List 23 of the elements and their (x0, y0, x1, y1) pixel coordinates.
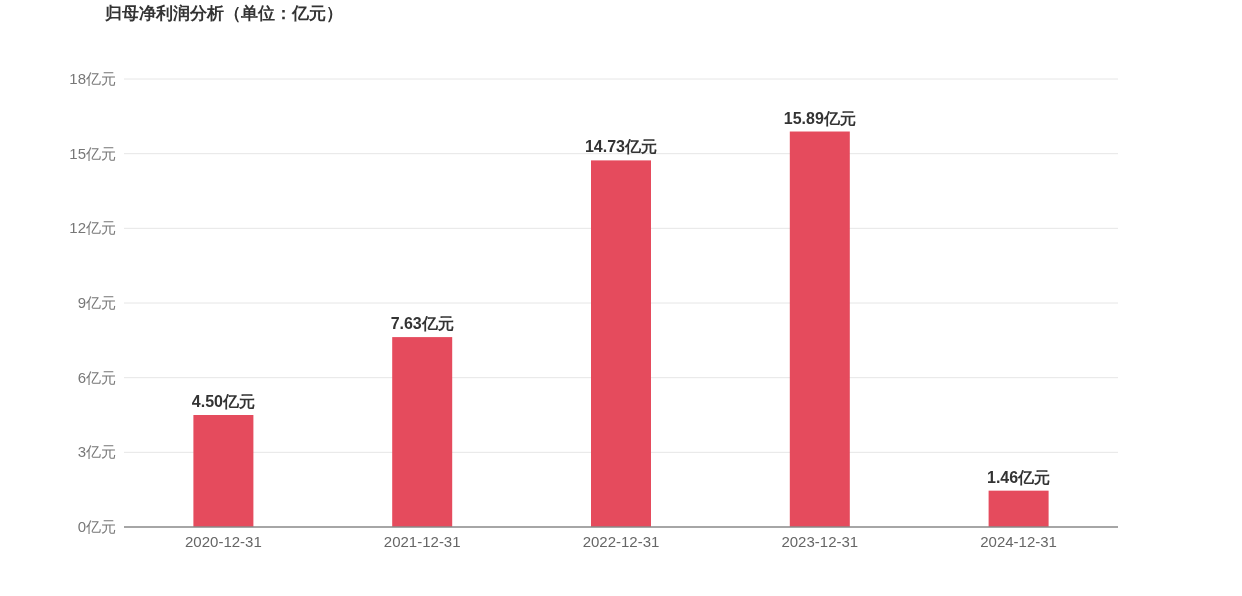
y-tick-label: 18亿元 (69, 70, 116, 87)
x-tick-label: 2022-12-31 (582, 533, 660, 550)
y-tick-label: 9亿元 (77, 294, 116, 311)
data-label: 1.46亿元 (987, 468, 1051, 486)
x-tick-label: 2021-12-31 (383, 533, 461, 550)
chart-title: 归母净利润分析（单位：亿元） (104, 4, 343, 23)
bar (591, 160, 651, 527)
bar (193, 415, 254, 527)
data-label: 4.50亿元 (191, 393, 255, 410)
bar (988, 490, 1049, 527)
y-tick-label: 0亿元 (77, 518, 116, 535)
y-tick-label: 12亿元 (69, 219, 116, 237)
data-label: 7.63亿元 (390, 315, 454, 333)
data-label: 15.89亿元 (783, 109, 856, 127)
y-tick-label: 6亿元 (77, 368, 116, 386)
x-tick-label: 2023-12-31 (781, 533, 859, 550)
bar (392, 337, 453, 527)
data-label: 14.73亿元 (584, 138, 658, 156)
y-tick-label: 15亿元 (69, 144, 116, 162)
y-tick-label: 3亿元 (77, 443, 116, 461)
x-tick-label: 2024-12-31 (980, 533, 1057, 550)
bar (789, 131, 850, 527)
x-tick-label: 2020-12-31 (185, 533, 262, 550)
